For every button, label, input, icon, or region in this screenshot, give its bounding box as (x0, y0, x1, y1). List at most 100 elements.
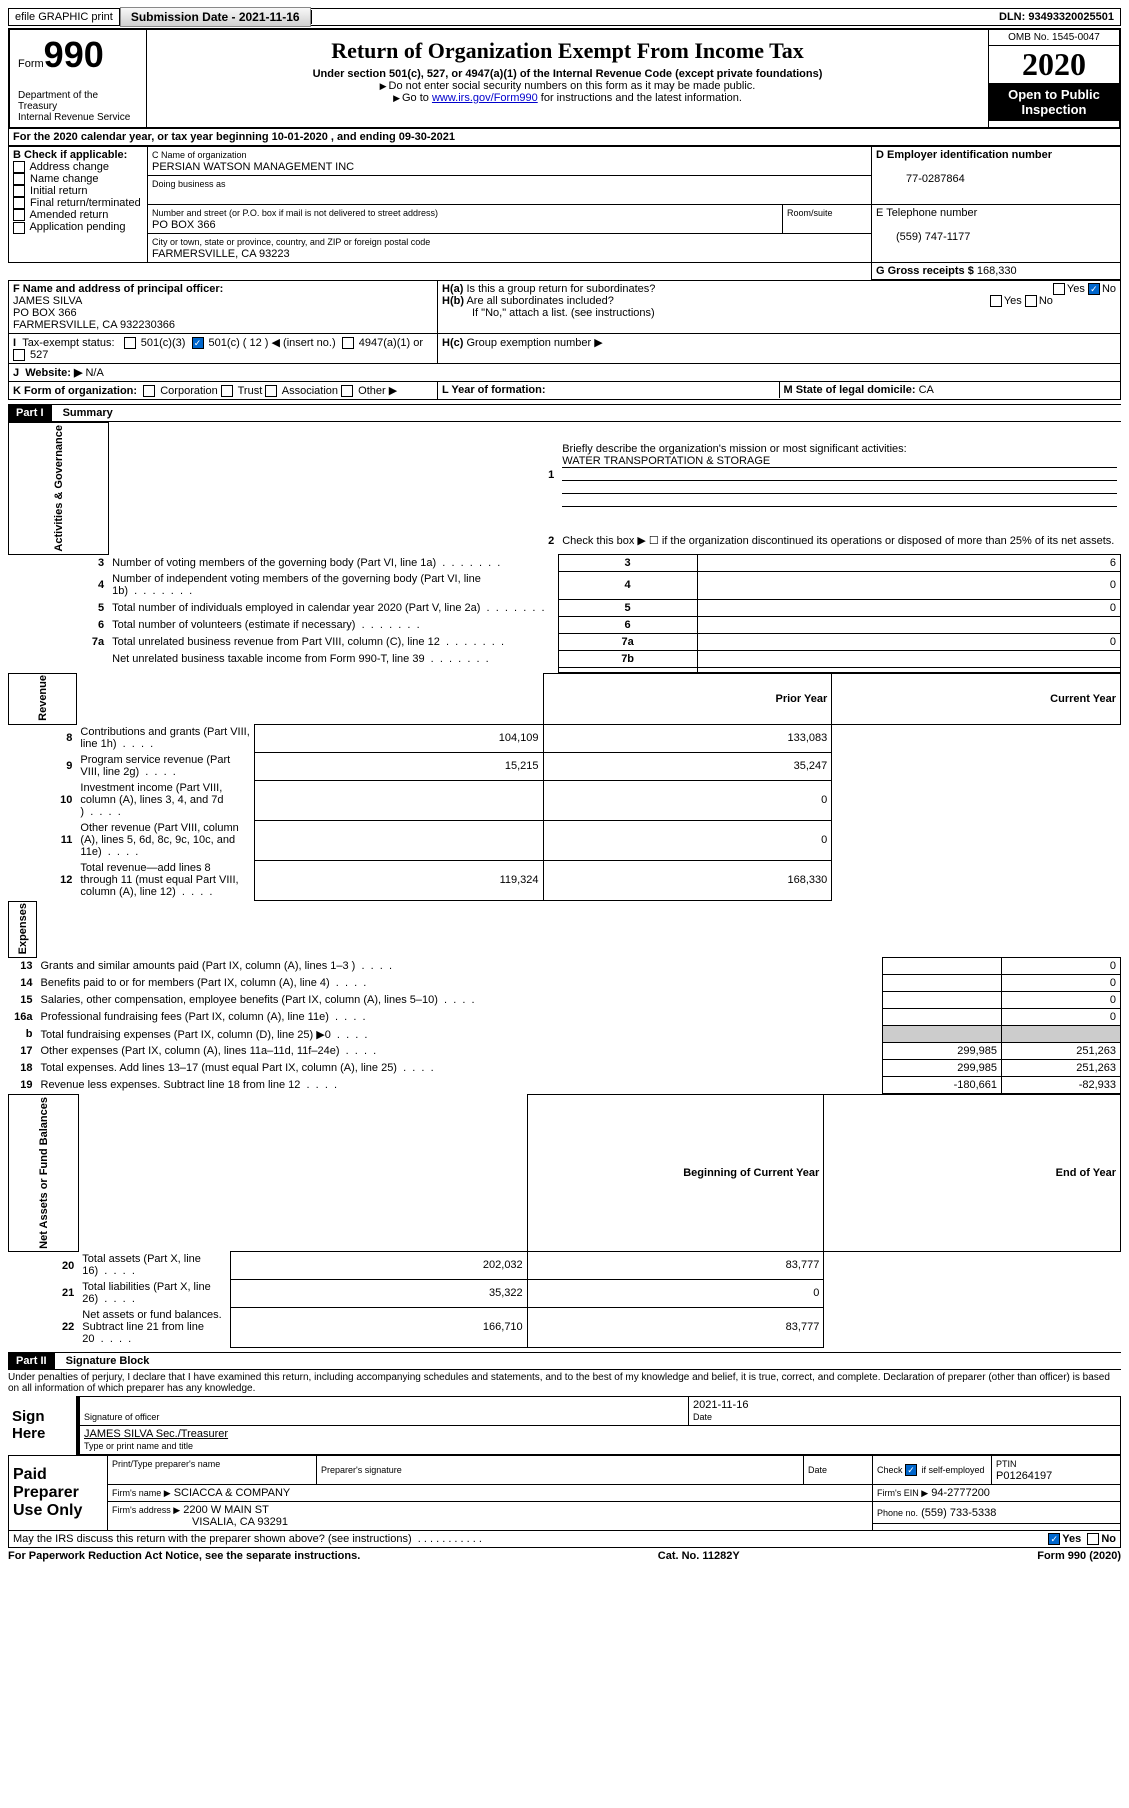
firm-phone: (559) 733-5338 (921, 1507, 996, 1519)
b-checkbox[interactable] (13, 222, 25, 234)
part1-bar: Part I Summary (8, 404, 1121, 422)
prior-year-header: Prior Year (543, 673, 832, 724)
form-id-box: Form990 Department of the Treasury Inter… (10, 30, 147, 127)
prep-sig-label: Preparer's signature (321, 1465, 402, 1475)
b-checkbox[interactable] (13, 209, 25, 221)
discuss-row: May the IRS discuss this return with the… (8, 1531, 1121, 1548)
form-number: 990 (44, 34, 104, 75)
net-table: Net Assets or Fund Balances Beginning of… (8, 1094, 1121, 1348)
g-label: G Gross receipts $ (876, 265, 974, 277)
paperwork-notice: For Paperwork Reduction Act Notice, see … (8, 1550, 360, 1562)
hb-yes-checkbox[interactable] (990, 295, 1002, 307)
note1: Do not enter social security numbers on … (151, 80, 984, 92)
k-checkbox[interactable] (265, 385, 277, 397)
sig-officer-label: Signature of officer (84, 1412, 159, 1422)
b-checkbox[interactable] (13, 197, 25, 209)
firm-addr1: 2200 W MAIN ST (183, 1504, 269, 1516)
header-bar: efile GRAPHIC print Submission Date - 20… (8, 8, 1121, 26)
name-title-label: Type or print name and title (84, 1441, 193, 1451)
footer-row: For Paperwork Reduction Act Notice, see … (8, 1548, 1121, 1564)
dba-label: Doing business as (152, 179, 226, 189)
h-note: If "No," attach a list. (see instruction… (442, 307, 655, 319)
officer-table: F Name and address of principal officer:… (8, 280, 1121, 400)
firm-addr-label: Firm's address ▶ (112, 1505, 180, 1515)
self-employed-checkbox[interactable] (905, 1464, 917, 1476)
ha-no-checkbox[interactable] (1088, 283, 1100, 295)
website-value: N/A (85, 367, 103, 379)
q1-label: Briefly describe the organization's miss… (562, 443, 906, 455)
end-year-header: End of Year (824, 1095, 1121, 1252)
officer-name-title: JAMES SILVA Sec./Treasurer (84, 1428, 228, 1440)
part1-title: Summary (55, 407, 113, 419)
gov-side-label: Activities & Governance (9, 423, 109, 555)
firm-ein: 94-2777200 (931, 1487, 990, 1499)
b-checkbox[interactable] (13, 185, 25, 197)
section-b-label: B Check if applicable: (13, 149, 127, 161)
preparer-table: Paid Preparer Use Only Print/Type prepar… (8, 1455, 1121, 1531)
prep-name-label: Print/Type preparer's name (112, 1459, 220, 1469)
i-checkbox[interactable] (342, 337, 354, 349)
i-checkbox[interactable] (13, 349, 25, 361)
ptin-label: PTIN (996, 1459, 1017, 1469)
city-value: FARMERSVILLE, CA 93223 (152, 248, 290, 260)
k-label: K Form of organization: (13, 385, 137, 397)
efile-label: efile GRAPHIC print (9, 9, 120, 25)
b-checkbox[interactable] (13, 173, 25, 185)
discuss-yes-checkbox[interactable] (1048, 1533, 1060, 1545)
submission-button[interactable]: Submission Date - 2021-11-16 (120, 7, 311, 27)
dept-label: Department of the Treasury (18, 90, 138, 112)
q1-answer: WATER TRANSPORTATION & STORAGE (562, 455, 1116, 468)
k-checkbox[interactable] (341, 385, 353, 397)
title-block: Form990 Department of the Treasury Inter… (8, 28, 1121, 129)
form-title: Return of Organization Exempt From Incom… (151, 38, 984, 64)
i-label: Tax-exempt status: (22, 337, 114, 349)
ha-label: Is this a group return for subordinates? (466, 283, 655, 295)
gross-receipts: 168,330 (977, 265, 1017, 277)
form-label: Form (18, 58, 44, 70)
header-spacer (312, 15, 993, 19)
tax-year: 2020 (989, 46, 1119, 83)
title-center: Return of Organization Exempt From Incom… (147, 30, 988, 127)
m-value: CA (919, 384, 934, 396)
declaration: Under penalties of perjury, I declare th… (8, 1370, 1121, 1396)
hb-label: Are all subordinates included? (466, 295, 613, 307)
discuss-no-checkbox[interactable] (1087, 1533, 1099, 1545)
k-checkbox[interactable] (143, 385, 155, 397)
form990-link[interactable]: www.irs.gov/Form990 (432, 92, 538, 104)
org-name: PERSIAN WATSON MANAGEMENT INC (152, 161, 354, 173)
q2-label: Check this box ▶ ☐ if the organization d… (558, 527, 1120, 554)
exp-side-label: Expenses (9, 901, 37, 957)
hb-no-checkbox[interactable] (1025, 295, 1037, 307)
omb-label: OMB No. 1545-0047 (989, 30, 1119, 46)
b-checkbox[interactable] (13, 161, 25, 173)
begin-year-header: Beginning of Current Year (527, 1095, 824, 1252)
firm-addr2: VISALIA, CA 93291 (112, 1516, 288, 1528)
ha-yes-checkbox[interactable] (1053, 283, 1065, 295)
k-checkbox[interactable] (221, 385, 233, 397)
addr-label: Number and street (or P.O. box if mail i… (152, 208, 438, 218)
subtitle: Under section 501(c), 527, or 4947(a)(1)… (151, 68, 984, 80)
f-label: F Name and address of principal officer: (13, 283, 223, 295)
part1-header: Part I (8, 405, 52, 421)
firm-ein-label: Firm's EIN ▶ (877, 1488, 928, 1498)
entity-table: B Check if applicable: Address change Na… (8, 146, 1121, 280)
m-label: M State of legal domicile: (784, 384, 916, 396)
ptin-value: P01264197 (996, 1470, 1052, 1482)
i-checkbox[interactable] (124, 337, 136, 349)
part2-header: Part II (8, 1353, 55, 1369)
signature-table: Sign Here Signature of officer 2021-11-1… (8, 1396, 1121, 1455)
prep-date-label: Date (808, 1465, 827, 1475)
sign-here-label: Sign Here (8, 1396, 78, 1454)
title-right: OMB No. 1545-0047 2020 Open to Public In… (988, 30, 1119, 127)
j-label: Website: ▶ (25, 367, 82, 379)
city-label: City or town, state or province, country… (152, 237, 430, 247)
i-checkbox[interactable] (192, 337, 204, 349)
officer-name: JAMES SILVA (13, 295, 82, 307)
rev-side-label: Revenue (9, 673, 77, 724)
part2-bar: Part II Signature Block (8, 1352, 1121, 1370)
officer-addr1: PO BOX 366 (13, 307, 77, 319)
sig-date-label: Date (693, 1412, 712, 1422)
d-label: D Employer identification number (876, 149, 1052, 161)
expenses-table: Expenses 13Grants and similar amounts pa… (8, 901, 1121, 1094)
paid-preparer-label: Paid Preparer Use Only (9, 1455, 108, 1530)
